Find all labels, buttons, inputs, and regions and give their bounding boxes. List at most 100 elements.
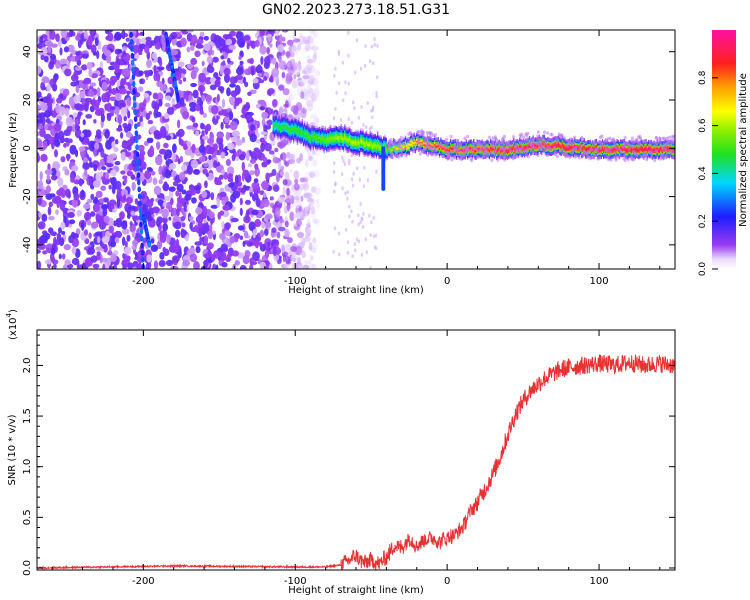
spectrogram-noise-cell — [306, 218, 311, 225]
spectrogram-ridge-cell — [273, 117, 276, 121]
spectrogram-ridge-cell — [384, 134, 386, 137]
spectrogram-noise-cell — [193, 261, 200, 269]
spectrogram-ridge-cell — [290, 128, 293, 131]
spectrogram-noise-cell — [305, 227, 314, 234]
spectrogram-ridge-cell — [323, 133, 325, 136]
spectrogram-ridge-cell — [384, 142, 386, 145]
spectrogram-noise-cell — [190, 34, 198, 45]
spectrogram-ridge-cell — [505, 147, 508, 150]
spectrogram-ridge-cell — [567, 148, 570, 151]
spectrogram-ridge-cell — [287, 132, 289, 135]
spectrogram-noise-cell — [315, 70, 321, 77]
spectrogram-ridge-cell — [424, 150, 426, 153]
spectrogram-ridge-cell — [282, 133, 284, 136]
spectrogram-ridge-cell — [443, 151, 446, 154]
spectrogram-ridge-cell — [383, 144, 385, 147]
spectrogram-noise-cell — [101, 81, 108, 92]
spectrogram-noise-cell — [85, 257, 92, 268]
spectrogram-noise-cell — [265, 213, 273, 220]
spectrogram-ridge-cell — [514, 149, 516, 152]
spectrogram-noise-cell — [264, 124, 272, 130]
spectrogram-ridge-cell — [519, 139, 521, 142]
spectrogram-ridge-cell — [332, 149, 334, 152]
spectrogram-ridge-cell — [541, 141, 543, 144]
spectrogram-ridge-cell — [368, 145, 370, 148]
spectrogram-noise-cell — [282, 36, 286, 42]
spectrogram-ridge-cell — [321, 133, 323, 136]
spectrogram-noise-cell — [74, 248, 81, 259]
spectrogram-ridge-cell — [363, 139, 365, 142]
spectrogram-ridge-cell — [350, 130, 352, 134]
spectrogram-ridge-cell — [477, 145, 480, 148]
spectrogram-ridge-cell — [510, 156, 512, 159]
spectrogram-noise-cell — [108, 84, 112, 92]
spectrogram-noise-cell — [278, 60, 287, 70]
spectrogram-ridge-cell — [291, 135, 294, 138]
spectrogram-ridge-cell — [464, 155, 466, 158]
spectrogram-ridge-cell — [336, 136, 339, 139]
spectrogram-ridge-cell — [344, 139, 346, 142]
spectrogram-noise-cell — [163, 142, 169, 149]
spectrogram-noise-cell — [264, 56, 271, 66]
spectrogram-ridge-cell — [358, 140, 361, 144]
spectrogram-noise-cell — [38, 180, 44, 190]
spectrogram-ridge-cell — [285, 132, 288, 135]
spectrogram-ridge-cell — [445, 147, 447, 150]
spectrogram-ridge-cell — [300, 133, 302, 137]
spectrogram-noise-cell — [241, 136, 246, 144]
spectrogram-ridge-cell — [532, 135, 534, 138]
spectrogram-ridge-cell — [361, 145, 363, 149]
spectrogram-ridge-cell — [379, 135, 381, 138]
spectrogram-noise-cell — [229, 76, 236, 84]
spectrogram-noise-cell — [268, 185, 272, 191]
spectrogram-ridge-cell — [367, 137, 369, 141]
spectrogram-noise-cell — [375, 94, 378, 99]
spectrogram-noise-cell — [242, 35, 251, 41]
spectrogram-noise-cell — [305, 99, 314, 107]
spectrogram-noise-cell — [372, 234, 376, 239]
spectrogram-noise-cell — [70, 176, 75, 183]
spectrogram-ridge-cell — [363, 133, 365, 136]
spectrogram-ridge-cell — [319, 142, 322, 145]
spectrogram-ridge-cell — [497, 148, 499, 152]
spectrogram-ridge-cell — [481, 151, 483, 154]
spectrogram-ridge-cell — [322, 137, 324, 140]
spectrogram-ridge-cell — [421, 144, 424, 148]
spectrogram-ridge-cell — [380, 154, 382, 157]
spectrogram-ridge-cell — [333, 137, 335, 140]
spectrogram-noise-cell — [348, 214, 351, 219]
spectrogram-noise-cell — [189, 253, 198, 263]
spectrogram-noise-cell — [361, 224, 365, 229]
spectrogram-streak-cell — [134, 123, 138, 130]
spectrogram-ridge-cell — [289, 133, 291, 136]
spectrogram-noise-cell — [221, 262, 228, 268]
spectrogram-ridge-cell — [369, 134, 372, 138]
spectrogram-ridge-cell — [324, 141, 327, 144]
spectrogram-ridge-cell — [278, 130, 280, 133]
spectrogram-noise-cell — [76, 209, 82, 217]
spectrogram-noise-cell — [164, 195, 172, 201]
spectrogram-ridge-cell — [306, 142, 308, 146]
spectrogram-ridge-cell — [377, 153, 379, 156]
spectrogram-ridge-cell — [344, 147, 346, 150]
spectrogram-ridge-cell — [294, 132, 296, 135]
spectrogram-ridge-cell — [281, 126, 283, 129]
spectrogram-noise-cell — [47, 43, 52, 54]
spectrogram-noise-cell — [246, 114, 253, 121]
spectrogram-noise-cell — [139, 78, 143, 84]
spectrogram-ridge-cell — [471, 140, 474, 144]
spectrogram-ridge-cell — [487, 150, 489, 153]
spectrogram-ridge-cell — [487, 140, 489, 143]
spectrogram-ridge-cell — [554, 141, 556, 144]
spectrogram-noise-cell — [42, 250, 48, 255]
spectrogram-noise-cell — [278, 34, 283, 44]
spectrogram-noise-cell — [341, 186, 344, 191]
spectrogram-ridge-cell — [351, 143, 353, 146]
spectrogram-ridge-cell — [310, 143, 312, 146]
spectrogram-noise-cell — [202, 205, 208, 216]
spectrogram-ridge-cell — [363, 154, 365, 157]
spectrogram-ridge-cell — [338, 145, 340, 148]
spectrogram-ridge-cell — [333, 148, 335, 151]
spectrogram-noise-cell — [179, 171, 186, 181]
spectrogram-noise-cell — [257, 64, 262, 71]
